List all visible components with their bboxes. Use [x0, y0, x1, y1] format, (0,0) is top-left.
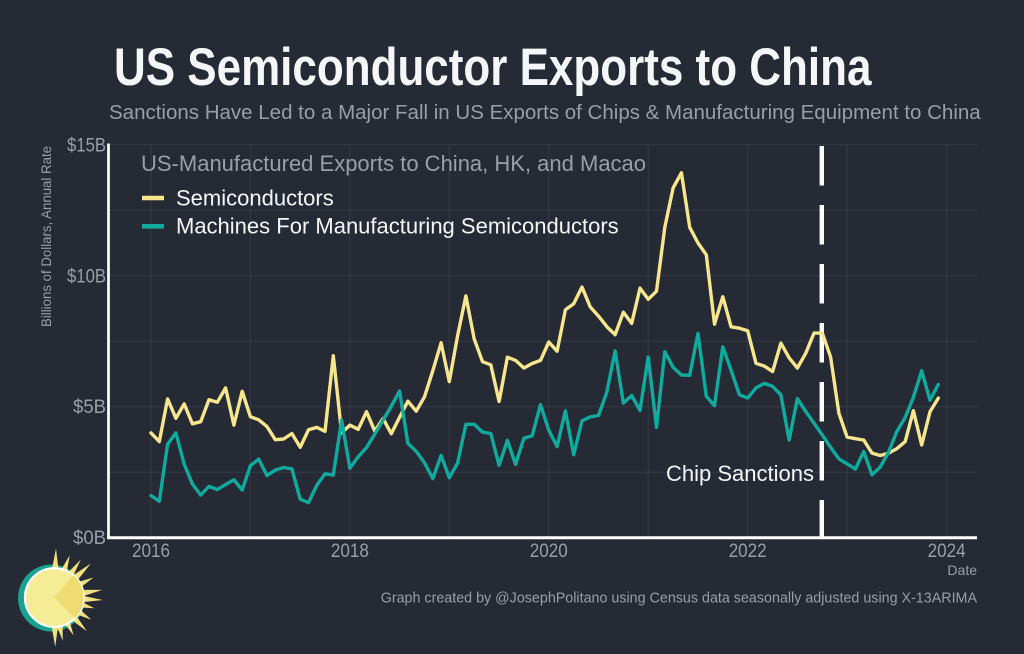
svg-text:$15B: $15B: [67, 135, 106, 156]
svg-text:US-Manufactured Exports to Chi: US-Manufactured Exports to China, HK, an…: [141, 151, 646, 176]
svg-text:Sanctions Have Led to a Major: Sanctions Have Led to a Major Fall in US…: [109, 101, 981, 124]
svg-text:$0B: $0B: [73, 528, 106, 549]
svg-text:$5B: $5B: [73, 397, 106, 418]
svg-text:Date: Date: [947, 562, 977, 578]
svg-text:$10B: $10B: [67, 266, 106, 287]
svg-text:Billions of Dollars, Annual Ra: Billions of Dollars, Annual Rate: [38, 146, 54, 327]
svg-text:2024: 2024: [928, 541, 966, 562]
svg-text:Chip Sanctions: Chip Sanctions: [666, 461, 814, 486]
svg-text:2020: 2020: [530, 541, 568, 562]
svg-text:2016: 2016: [132, 541, 170, 562]
svg-text:Machines For Manufacturing Sem: Machines For Manufacturing Semiconductor…: [176, 214, 619, 239]
svg-text:2022: 2022: [729, 541, 767, 562]
svg-text:Graph created by @JosephPolita: Graph created by @JosephPolitano using C…: [381, 591, 978, 607]
svg-text:Semiconductors: Semiconductors: [176, 186, 334, 211]
svg-text:2018: 2018: [331, 541, 369, 562]
svg-text:US Semiconductor Exports to Ch: US Semiconductor Exports to China: [114, 38, 872, 97]
